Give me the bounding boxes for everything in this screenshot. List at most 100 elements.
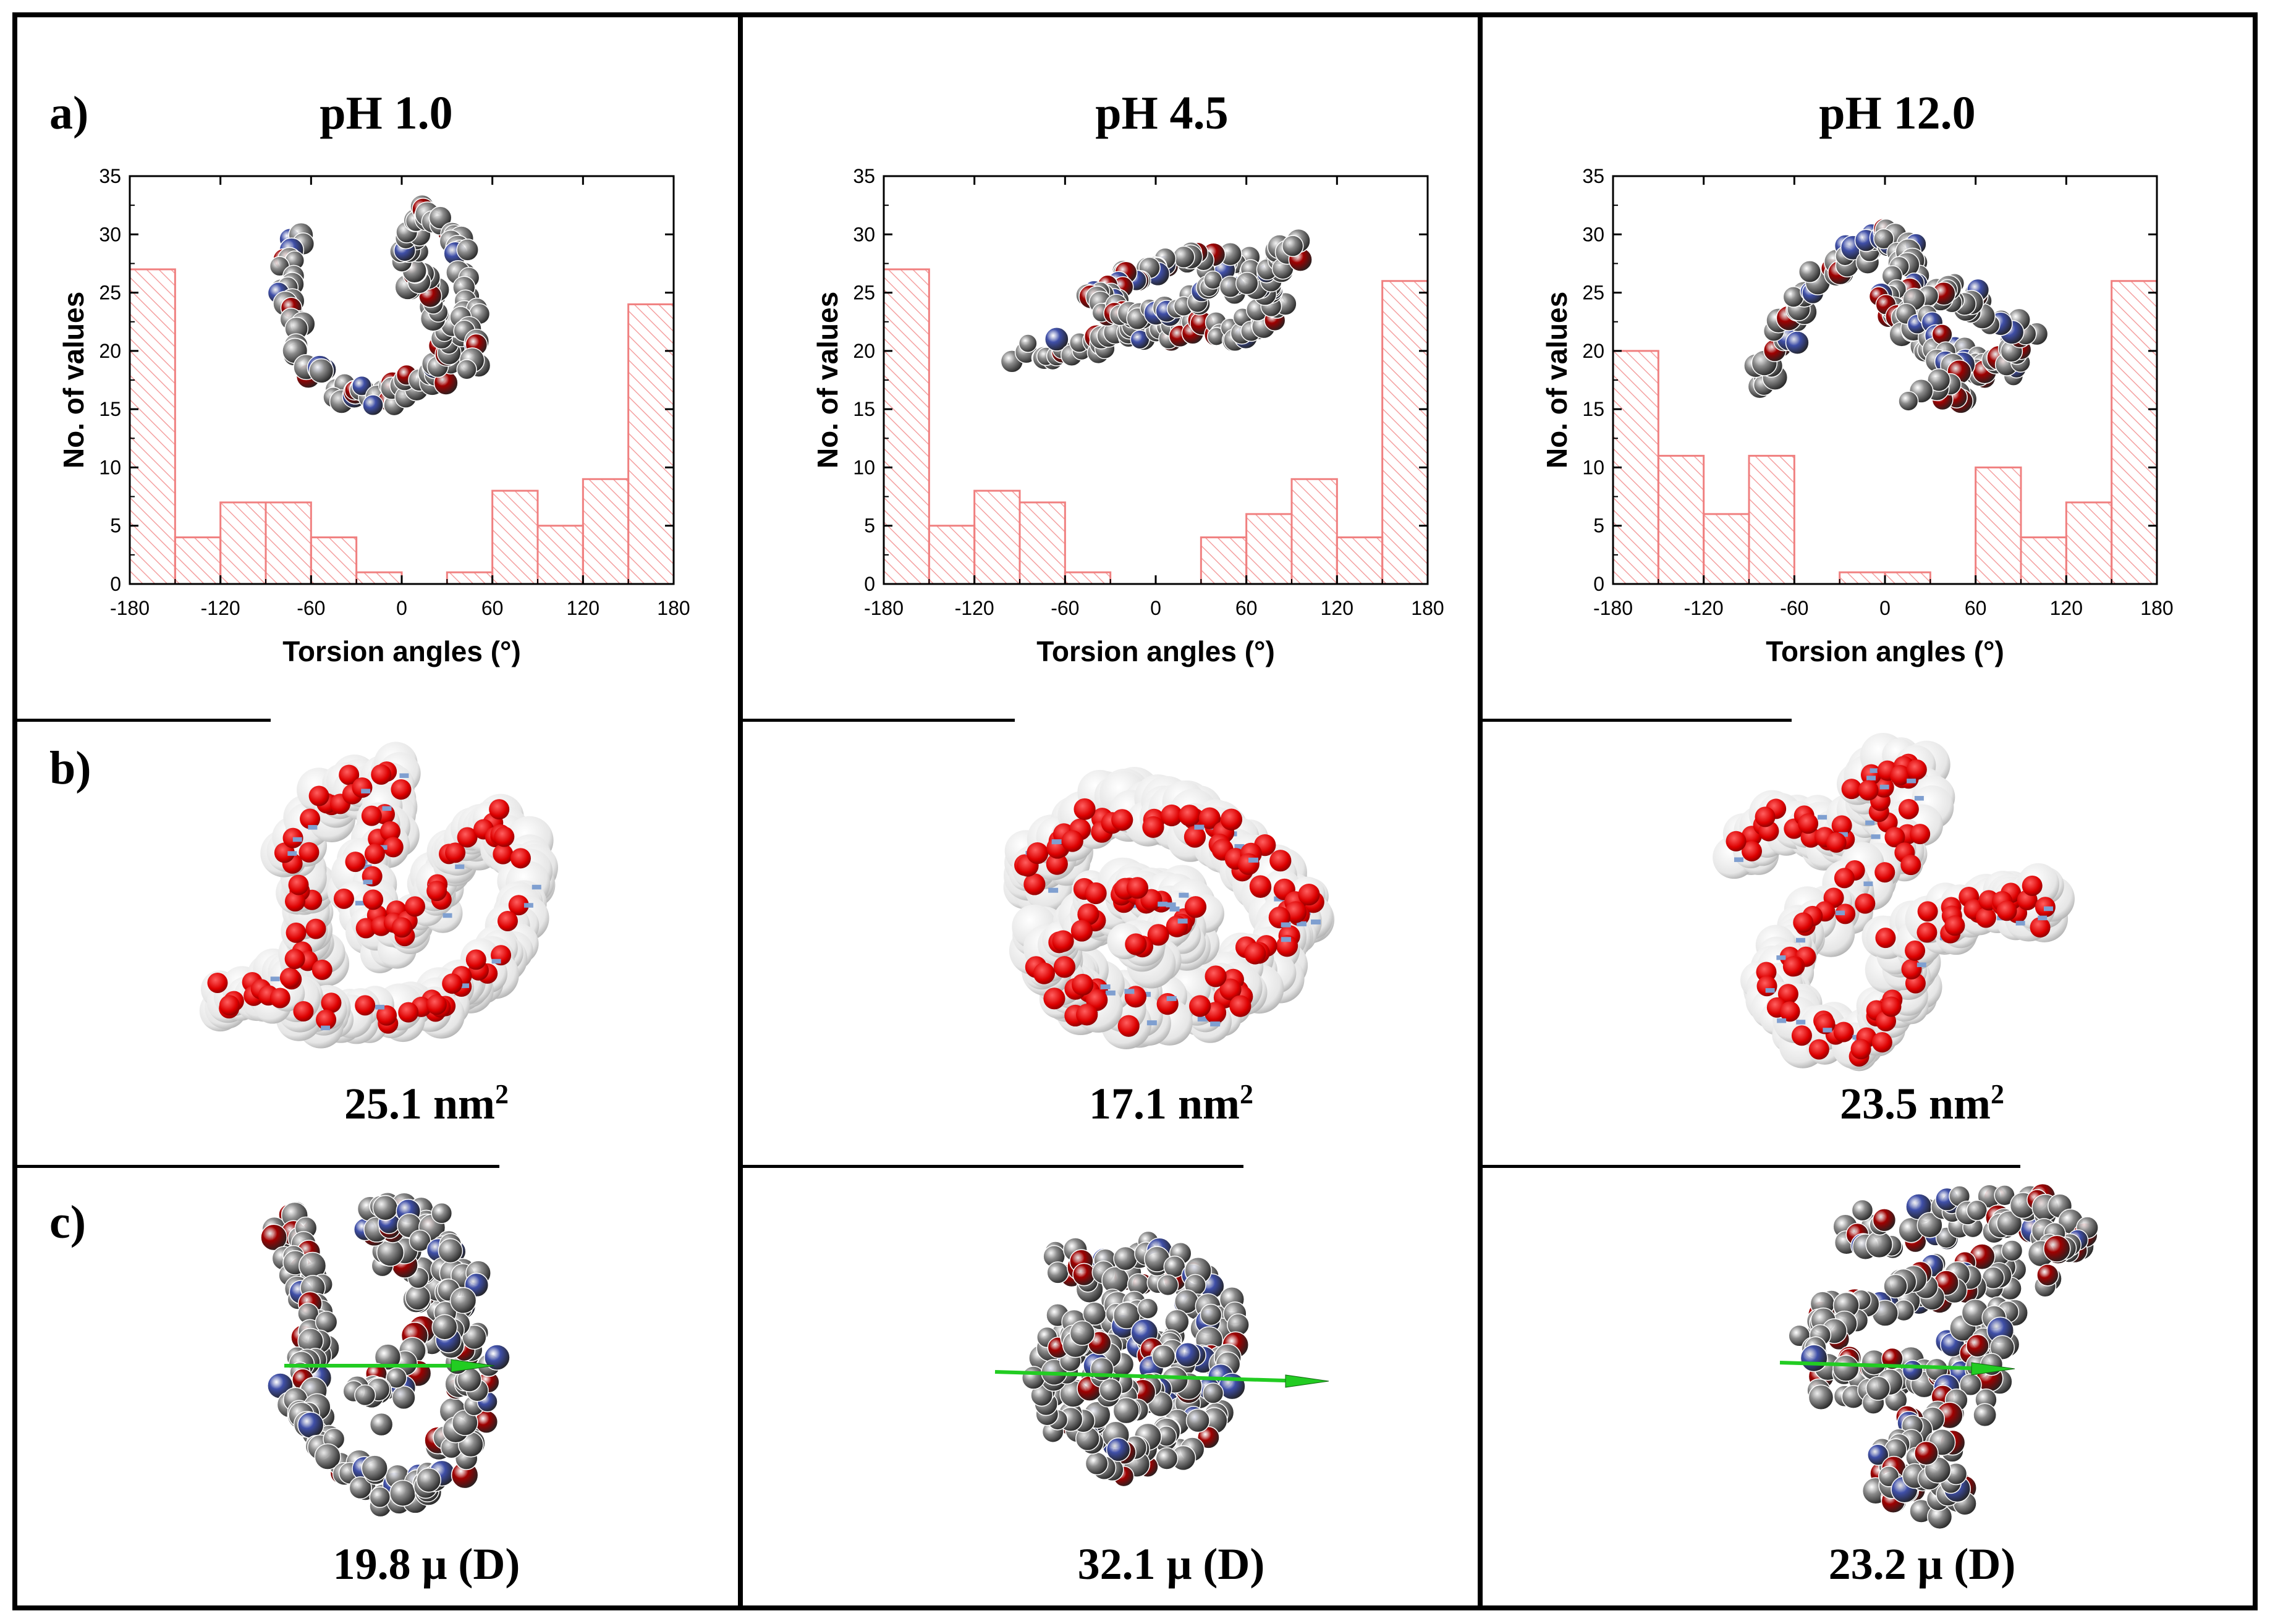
surface-area-ph12: 23.5 nm2 [1839,1079,2005,1128]
torsion-histogram-ph45: 0 5 10 15 20 25 30 35 -180 -120 -60 0 60 120 180 Torsio… [811,165,1444,667]
histogram-bar [491,489,539,585]
molecule-ball-model-ph12 [1743,218,2049,414]
histogram-bar [627,303,675,585]
surface-area-ph1: 25.1 nm2 [344,1079,509,1128]
histogram-bar [355,571,403,585]
y-tick-label: 25 [1582,282,1604,304]
torsion-histogram-ph12: 0 5 10 15 20 25 30 35 -180 -120 -60 0 60 120 180 Torsio… [1541,165,2174,667]
atom-group [267,194,491,417]
x-axis-label: Torsion angles (°) [282,635,521,667]
dipole-model-ph12 [1779,1183,2099,1530]
x-tick-label: 0 [1150,597,1161,619]
x-tick-label: -120 [1684,597,1724,619]
histogram-bar [1290,478,1338,585]
x-axis-label: Torsion angles (°) [1036,635,1275,667]
histogram-bar [1657,455,1705,585]
histogram-bar [174,536,222,585]
dipole-moment-ph1: 19.8 μ (D) [332,1539,520,1589]
y-tick-label: 15 [99,398,121,420]
divider-row-ab-col1 [17,719,271,722]
atom-group [1743,218,2049,414]
divider-row-bc-col2 [743,1165,1243,1168]
y-tick-label: 25 [99,282,121,304]
x-tick-label: 0 [1879,597,1891,619]
x-tick-label: 120 [2050,597,2083,619]
histogram-bar [1975,466,2022,585]
histogram-bar [1703,513,1750,585]
histogram-bar [883,268,930,585]
panel-label-b: b) [49,742,91,794]
x-tick-label: 120 [567,597,599,619]
histogram-bar [973,489,1021,585]
x-tick-label: -120 [955,597,994,619]
dipole-arrow-icon [994,1370,1329,1388]
molecule-ball-model-ph1 [267,194,491,417]
surface-blobs [1003,766,1335,1049]
y-tick-label: 15 [1582,398,1604,420]
y-tick-label: 5 [1593,515,1604,537]
x-tick-label: -180 [110,597,150,619]
y-tick-label: 10 [853,456,875,478]
y-tick-label: 20 [99,340,121,362]
histogram-bar [1064,571,1112,585]
histogram-bar [582,478,630,585]
molecule-ball-model-ph45 [1000,228,1313,373]
dipole-model-ph45 [994,1230,1329,1487]
divider-row-ab-col3 [1483,719,1792,722]
x-tick-label: -180 [1593,597,1633,619]
panel-label-a: a) [49,87,89,139]
x-tick-label: -120 [201,597,240,619]
x-tick-label: 180 [1411,597,1444,619]
x-tick-label: 0 [396,597,407,619]
dipole-moment-ph45: 32.1 μ (D) [1077,1539,1265,1589]
y-tick-label: 35 [99,165,121,187]
dipole-arrow-icon [1779,1361,2015,1376]
surface-area-ph45: 17.1 nm2 [1088,1079,1254,1128]
x-tick-label: 180 [2140,597,2173,619]
histogram-bar [446,571,494,585]
y-tick-label: 30 [1582,223,1604,245]
y-axis-label: No. of values [811,292,844,468]
y-tick-label: 0 [1593,573,1604,595]
y-tick-label: 0 [864,573,875,595]
histogram-bar [1839,571,1886,585]
x-tick-label: 180 [657,597,690,619]
x-tick-label: 60 [481,597,504,619]
y-tick-label: 10 [99,456,121,478]
atom-group [1021,1230,1250,1487]
x-tick-label: -60 [1780,597,1808,619]
histogram-bar [1245,513,1293,585]
dipole-moment-ph12: 23.2 μ (D) [1828,1539,2016,1589]
x-axis-label: Torsion angles (°) [1766,635,2004,667]
y-axis-label: No. of values [57,292,90,468]
y-tick-label: 10 [1582,456,1604,478]
histogram-bar [2065,501,2113,585]
y-tick-label: 15 [853,398,875,420]
dipole-arrow-icon [284,1359,495,1372]
histogram-bar [129,268,176,585]
x-tick-label: -60 [1051,597,1079,619]
histogram-bar [536,525,584,585]
y-tick-label: 25 [853,282,875,304]
surface-blobs [199,742,558,1049]
y-tick-label: 30 [99,223,121,245]
surface-model-ph1 [199,742,558,1049]
y-axis-label: No. of values [1541,292,1573,468]
histogram-bar [219,501,267,585]
column-title-ph1: pH 1.0 [320,87,453,139]
histogram-bar [2020,536,2067,585]
y-tick-label: 0 [110,573,121,595]
surface-model-ph45 [1003,766,1335,1049]
histogram-bar [1336,536,1384,585]
surface-blobs [1713,732,2075,1072]
dipole-model-ph1 [260,1191,510,1518]
torsion-histogram-ph1: 0 5 10 15 20 25 30 35 -180 -120 -60 0 60 120 180 Torsio… [57,165,690,667]
histogram-bar [2111,280,2158,585]
histogram-bar [265,501,312,585]
histogram-bar [1381,280,1429,585]
y-tick-label: 5 [110,515,121,537]
divider-row-bc-col3 [1483,1165,2020,1168]
divider-row-bc-col1 [17,1165,499,1168]
y-tick-label: 20 [1582,340,1604,362]
